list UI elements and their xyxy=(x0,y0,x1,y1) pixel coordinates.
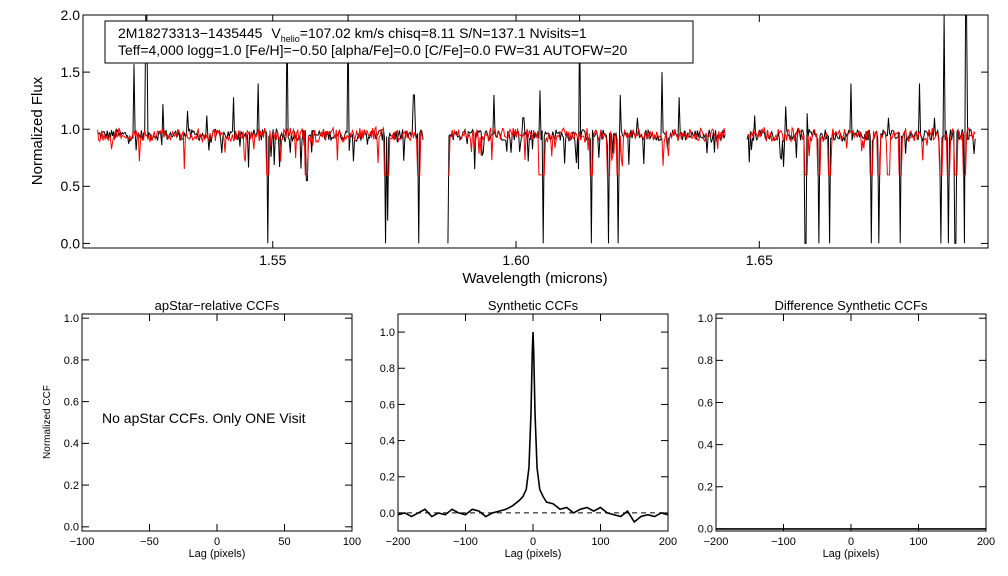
spectrum-ytick-label: 0.0 xyxy=(61,235,81,251)
apstar-ccf-ytick-label: 0.4 xyxy=(64,438,79,450)
difference-ccf-xlabel: Lag (pixels) xyxy=(823,548,880,560)
synthetic-ccf-ytick-label: 0.6 xyxy=(380,399,395,411)
spectrum-xlabel: Wavelength (microns) xyxy=(462,270,607,287)
difference-ccf-title: Difference Synthetic CCFs xyxy=(775,298,928,313)
spectrum-observed-line xyxy=(447,15,726,244)
difference-ccf-ytick-label: 0.8 xyxy=(698,355,713,367)
apstar-ccf-ylabel: Normalized CCF xyxy=(42,385,53,459)
difference-ccf-ytick-label: 0.6 xyxy=(698,397,713,409)
apstar-ccf-xlabel: Lag (pixels) xyxy=(189,548,246,560)
apstar-ccf-ticks: −100 −50 0 50 100 0.0 0.2 0.4 0.6 0.8 1.0 xyxy=(64,313,361,548)
synthetic-ccf-ytick-label: 0.8 xyxy=(380,363,395,375)
spectrum-ytick-label: 1.5 xyxy=(61,64,81,80)
apstar-ccf-panel: −100 −50 0 50 100 0.0 0.2 0.4 0.6 0.8 1.0 apStar−r… xyxy=(42,298,361,560)
synthetic-ccf-frame xyxy=(397,313,669,532)
synthetic-ccf-ytick-label: 1.0 xyxy=(380,327,395,339)
synthetic-ccf-ytick-label: 0.0 xyxy=(380,508,395,520)
spectrum-panel: 1.55 1.60 1.65 0.0 0.5 1.0 1.5 2.0 2M18273313−1… xyxy=(29,7,989,287)
apstar-ccf-ytick-label: 0.8 xyxy=(64,355,79,367)
synthetic-ccf-ytick-label: 0.4 xyxy=(380,435,395,447)
spectrum-ytick-label: 1.0 xyxy=(61,121,81,137)
synthetic-ccf-xtick-label: −200 xyxy=(386,536,411,548)
spectrum-ticks: 1.55 1.60 1.65 0.0 0.5 1.0 1.5 2.0 xyxy=(61,7,988,268)
apstar-ccf-xtick-label: 50 xyxy=(278,536,290,548)
synthetic-ccf-title: Synthetic CCFs xyxy=(488,298,579,313)
synthetic-ccf-panel: −200 −100 0 100 200 0.0 0.2 0.4 0.6 0.8 1.0 Synthe… xyxy=(380,298,677,560)
apstar-ccf-ytick-label: 0.2 xyxy=(64,480,79,492)
synthetic-ccf-xtick-label: 0 xyxy=(530,536,536,548)
spectrum-model-line xyxy=(447,127,726,176)
spectrum-model-line xyxy=(746,126,976,176)
spectrum-observed-line xyxy=(746,15,976,244)
apstar-ccf-xtick-label: −100 xyxy=(70,536,95,548)
synthetic-ccf-xtick-label: 200 xyxy=(659,536,677,548)
spectrum-frame xyxy=(82,14,989,249)
apstar-ccf-ytick-label: 0.6 xyxy=(64,396,79,408)
apstar-ccf-title: apStar−relative CCFs xyxy=(155,298,280,313)
synthetic-ccf-xlabel: Lag (pixels) xyxy=(505,548,562,560)
spectrum-xtick-label: 1.60 xyxy=(502,252,529,268)
apstar-ccf-xtick-label: −50 xyxy=(140,536,159,548)
synthetic-ccf-xtick-label: 100 xyxy=(591,536,609,548)
apstar-ccf-ytick-label: 0.0 xyxy=(64,522,79,534)
apstar-ccf-message: No apStar CCFs. Only ONE Visit xyxy=(102,410,306,426)
difference-ccf-xtick-label: −200 xyxy=(704,536,729,548)
difference-ccf-ytick-label: 1.0 xyxy=(698,313,713,325)
spectrum-info-box xyxy=(104,20,694,64)
difference-ccf-xtick-label: −100 xyxy=(771,536,796,548)
spectrum-info-line2: Teff=4,000 logg=1.0 [Fe/H]=−0.50 [alpha/… xyxy=(118,42,627,58)
difference-ccf-ytick-label: 0.2 xyxy=(698,482,713,494)
apstar-ccf-xtick-label: 100 xyxy=(343,536,361,548)
spectrum-ytick-label: 0.5 xyxy=(61,178,81,194)
spectrum-xtick-label: 1.55 xyxy=(259,252,286,268)
difference-ccf-xtick-label: 0 xyxy=(848,536,854,548)
difference-ccf-xtick-label: 100 xyxy=(909,536,927,548)
synthetic-ccf-ticks: −200 −100 0 100 200 0.0 0.2 0.4 0.6 0.8 1.0 xyxy=(380,314,677,548)
spectrum-model-line xyxy=(97,125,424,176)
spectrum-ytick-label: 2.0 xyxy=(61,7,81,23)
difference-ccf-panel: −200 −100 0 100 200 0.0 0.2 0.4 0.6 0.8 1.0 Differ… xyxy=(698,298,995,560)
spectrum-info-line1: 2M18273313−1435445 Vhelio=107.02 km/s chi… xyxy=(118,25,587,44)
difference-ccf-xtick-label: 200 xyxy=(977,536,995,548)
difference-ccf-ytick-label: 0.4 xyxy=(698,439,713,451)
apstar-ccf-xtick-label: 0 xyxy=(214,536,220,548)
synthetic-ccf-plot-area xyxy=(397,332,669,524)
synthetic-ccf-xtick-label: −100 xyxy=(453,536,478,548)
difference-ccf-ticks: −200 −100 0 100 200 0.0 0.2 0.4 0.6 0.8 1.0 xyxy=(698,313,995,548)
star-id: 2M18273313−1435445 xyxy=(118,25,263,41)
synthetic-ccf-line xyxy=(397,332,669,524)
apstar-ccf-frame xyxy=(81,313,353,532)
synthetic-ccf-ytick-label: 0.2 xyxy=(380,472,395,484)
spectrum-plot-area xyxy=(97,15,976,244)
spectrum-ylabel: Normalized Flux xyxy=(29,76,46,185)
difference-ccf-frame xyxy=(715,313,987,532)
difference-ccf-ytick-label: 0.0 xyxy=(698,524,713,536)
apstar-ccf-ytick-label: 1.0 xyxy=(64,313,79,325)
spectrum-xtick-label: 1.65 xyxy=(746,252,773,268)
vhelio-subscript: helio xyxy=(281,34,300,44)
